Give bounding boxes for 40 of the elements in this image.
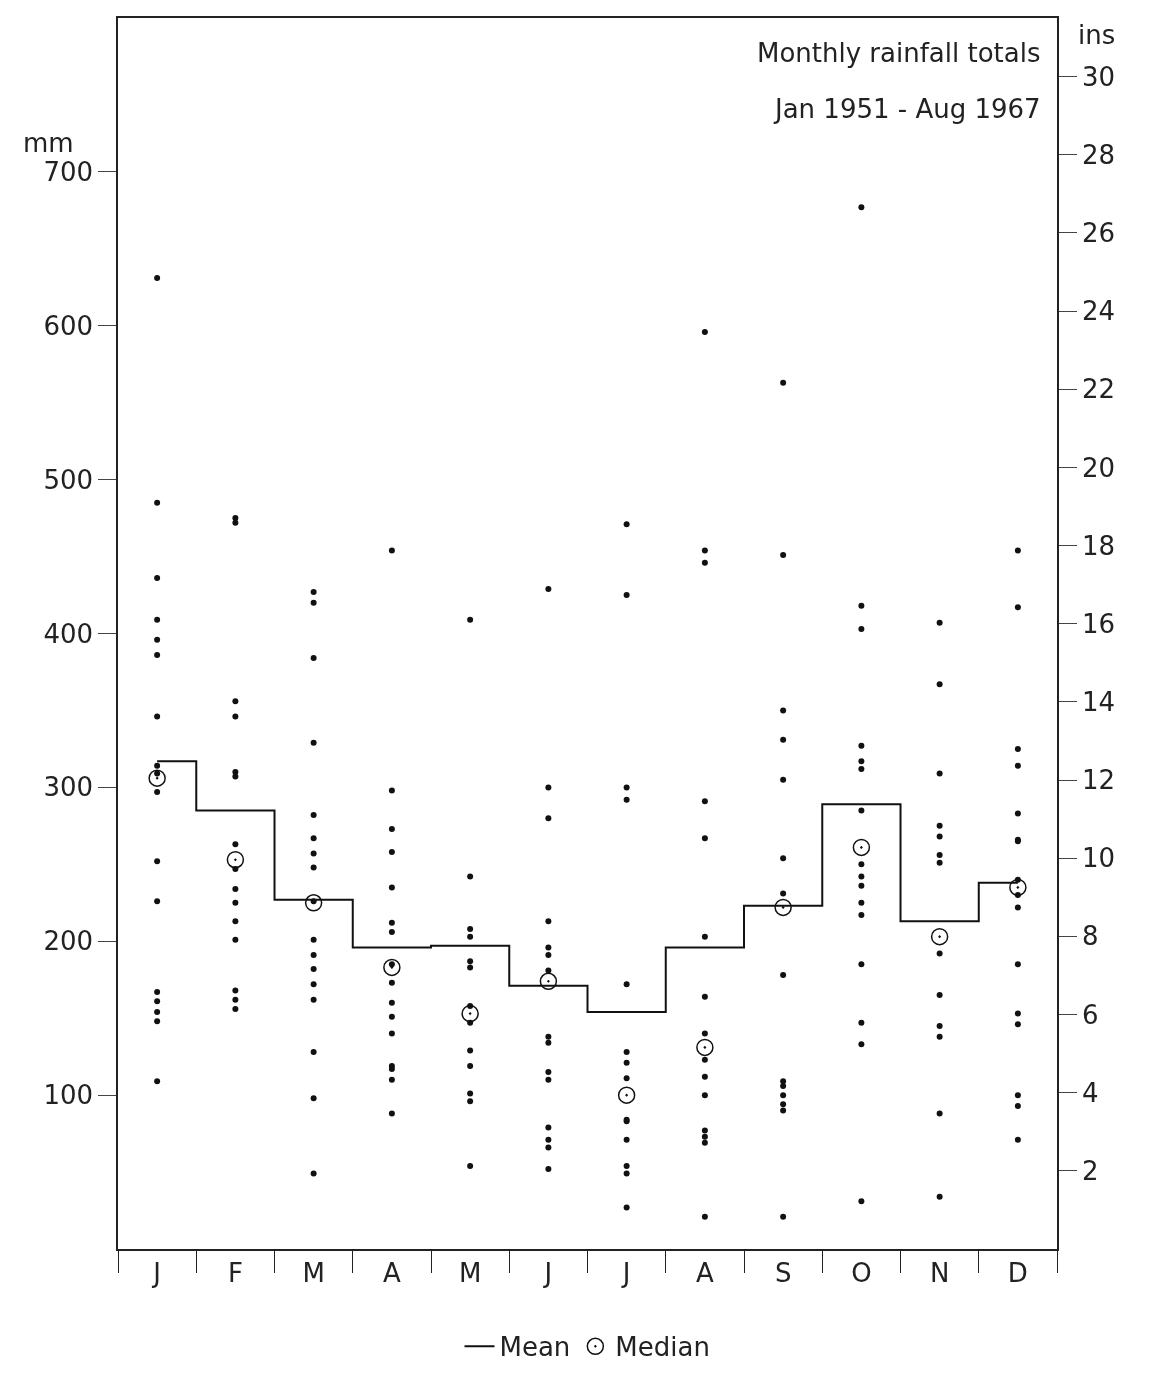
y2-tick-label: 4: [1081, 1077, 1099, 1108]
x-tick-label: J: [542, 1257, 553, 1288]
x-tick-label: M: [458, 1257, 482, 1288]
y-tick-label: 200: [43, 926, 94, 957]
y2-axis-title: ins: [1078, 20, 1116, 50]
y2-tick-label: 12: [1081, 765, 1116, 796]
text: Jan 1951 - Aug 1967: [773, 94, 1041, 124]
x-tick-label: A: [382, 1257, 401, 1288]
y2-tick-label: 30: [1081, 61, 1116, 92]
y-tick-label: 700: [43, 156, 94, 187]
y2-tick-label: 6: [1081, 999, 1099, 1030]
y2-tick-label: 10: [1081, 843, 1116, 874]
x-tick-label: D: [1007, 1257, 1028, 1288]
y2-tick-label: 26: [1081, 218, 1116, 249]
x-tick-label: O: [851, 1257, 872, 1288]
text: Monthly rainfall totals: [757, 38, 1041, 68]
x-tick-label: J: [151, 1257, 161, 1288]
y2-tick-label: 14: [1081, 686, 1116, 717]
y-tick-label: 500: [43, 464, 94, 495]
y2-tick-label: 20: [1081, 452, 1116, 483]
y2-tick-label: 28: [1081, 139, 1116, 170]
y2-tick-label: 24: [1081, 296, 1116, 327]
legend-label: Median: [615, 1332, 710, 1363]
y2-tick-label: 2: [1081, 1155, 1099, 1186]
y-tick-label: 100: [43, 1080, 94, 1111]
x-tick-label: N: [929, 1257, 950, 1288]
legend-label: Mean: [499, 1332, 571, 1363]
x-tick-label: A: [695, 1257, 714, 1288]
x-tick-label: J: [620, 1257, 631, 1288]
x-tick-label: M: [302, 1257, 325, 1288]
y-tick-label: 600: [43, 310, 94, 341]
y2-tick-label: 8: [1081, 921, 1099, 952]
y-axis-title: mm: [23, 128, 74, 158]
y-tick-label: 300: [43, 772, 94, 803]
y2-tick-label: 22: [1081, 374, 1116, 405]
x-tick-label: F: [227, 1257, 243, 1288]
x-tick-label: S: [774, 1257, 792, 1288]
y2-tick-label: 18: [1081, 530, 1116, 561]
y-tick-label: 400: [43, 618, 94, 649]
y2-tick-label: 16: [1081, 608, 1116, 639]
